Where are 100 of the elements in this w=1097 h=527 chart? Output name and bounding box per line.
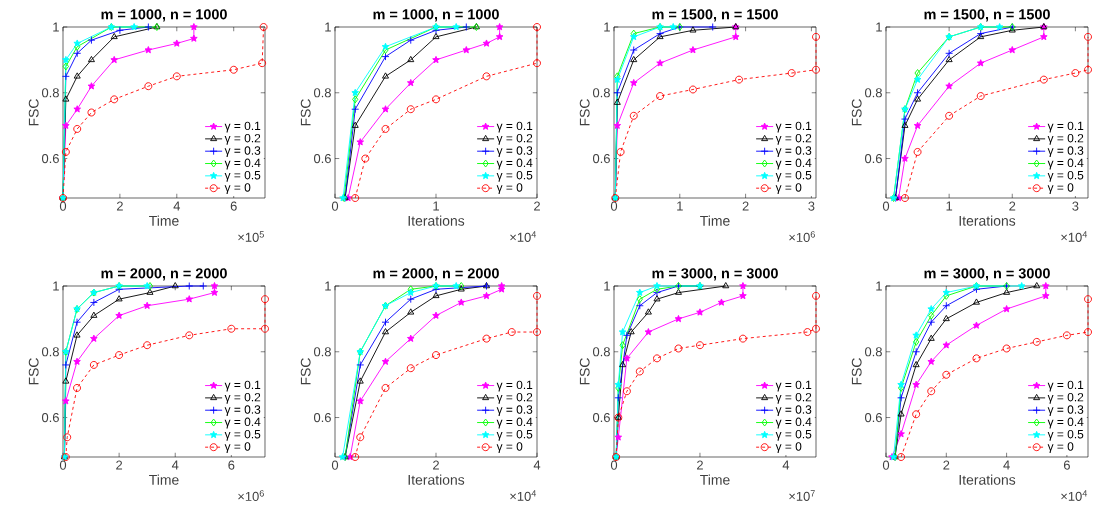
x-tick-label: 6 <box>228 460 235 470</box>
legend-label: γ = 0.5 <box>1047 170 1084 182</box>
legend-label: γ = 0 <box>496 442 523 454</box>
text: ×10$^{7}$ <box>789 490 815 501</box>
legend-label: γ = 0.1 <box>775 380 812 392</box>
x-tick-label: 2 <box>534 201 540 211</box>
legend-label: γ = 0.5 <box>1047 429 1084 441</box>
legend-label: γ = 0.1 <box>224 380 261 392</box>
legend-label: γ = 0.3 <box>775 405 812 417</box>
y-tick-label: 1 <box>325 281 331 291</box>
y-tick-label: 0.8 <box>313 88 331 98</box>
legend-label: γ = 0.3 <box>496 405 533 417</box>
chart-title: m = 1000, n = 1000 <box>101 9 227 22</box>
legend-label: γ = 0.3 <box>1047 405 1084 417</box>
legend-label: γ = 0.2 <box>1047 133 1084 145</box>
y-axis-title: FSC <box>851 99 862 126</box>
legend-label: γ = 0.1 <box>224 121 261 133</box>
y-tick-label: 1 <box>325 22 331 32</box>
legend-label: γ = 0.4 <box>224 158 261 170</box>
legend-label: γ = 0.5 <box>224 429 261 441</box>
y-tick-label: 0.8 <box>313 347 331 357</box>
y-axis-title: FSC <box>579 99 590 126</box>
x-tick-label: 3 <box>808 201 815 211</box>
chart-title: m = 1500, n = 1500 <box>652 9 778 22</box>
legend-label: γ = 0.2 <box>496 133 533 145</box>
x-axis-title: Time <box>149 474 179 485</box>
x-tick-label: 0 <box>59 460 67 470</box>
x-tick-label: 4 <box>171 460 179 470</box>
x-tick-label: 6 <box>1063 460 1070 470</box>
y-tick-label: 0.6 <box>41 412 59 423</box>
y-axis-title: FSC <box>28 358 39 385</box>
y-tick-label: 1 <box>53 22 59 32</box>
text: ×10$^{6}$ <box>238 490 264 501</box>
y-tick-label: 0.6 <box>41 153 59 164</box>
y-tick-label: 0.8 <box>864 88 882 98</box>
chart-title: m = 3000, n = 3000 <box>924 268 1050 281</box>
x-axis-title: Time <box>149 215 179 226</box>
x-tick-label: 2 <box>433 460 439 470</box>
y-tick-label: 1 <box>53 281 59 291</box>
legend-label: γ = 0.5 <box>496 429 533 441</box>
x-tick-label: 2 <box>742 201 749 211</box>
x-axis-title: Iterations <box>959 474 1016 485</box>
legend-label: γ = 0.1 <box>1047 121 1084 133</box>
legend-label: γ = 0.5 <box>496 170 533 182</box>
legend-label: γ = 0.4 <box>1047 158 1084 170</box>
legend-label: γ = 0.2 <box>1047 392 1084 404</box>
y-tick-label: 0.8 <box>41 347 59 357</box>
y-tick-label: 0.8 <box>592 88 610 98</box>
text: ×10$^{4}$ <box>1061 490 1088 501</box>
y-axis-title: FSC <box>300 358 311 385</box>
legend-label: γ = 0.4 <box>224 417 261 429</box>
chart-title: m = 1000, n = 1000 <box>373 9 499 22</box>
chart-title: m = 2000, n = 2000 <box>101 268 227 281</box>
chart-title: m = 2000, n = 2000 <box>373 268 499 281</box>
x-axis-title: Time <box>700 215 730 226</box>
chart-title: m = 3000, n = 3000 <box>652 268 778 281</box>
x-tick-label: 6 <box>230 201 237 211</box>
y-tick-label: 0.6 <box>313 412 331 423</box>
x-tick-label: 2 <box>943 460 950 470</box>
y-tick-label: 1 <box>604 281 610 291</box>
legend-label: γ = 0.1 <box>496 121 533 133</box>
x-tick-label: 4 <box>173 201 181 211</box>
legend-label: γ = 0.2 <box>496 392 533 404</box>
text: ×10$^{5}$ <box>238 231 264 242</box>
legend-label: γ = 0 <box>224 183 251 195</box>
text: ×10$^{4}$ <box>1061 231 1088 242</box>
legend-label: γ = 0.4 <box>775 158 812 170</box>
x-tick-label: 4 <box>1003 460 1010 470</box>
legend-label: γ = 0.3 <box>775 146 812 158</box>
x-tick-label: 1 <box>677 201 683 211</box>
y-axis-title: FSC <box>300 99 311 126</box>
y-axis-title: FSC <box>579 358 590 385</box>
legend-label: γ = 0.2 <box>224 133 261 145</box>
x-axis-title: Iterations <box>408 474 465 485</box>
x-tick-label: 0 <box>331 201 339 211</box>
y-tick-label: 1 <box>876 281 882 291</box>
x-axis-title: Iterations <box>408 215 465 226</box>
legend-label: γ = 0.2 <box>224 392 261 404</box>
legend-label: γ = 0.1 <box>496 380 533 392</box>
y-tick-label: 0.8 <box>864 347 882 357</box>
legend-label: γ = 0 <box>224 442 251 454</box>
x-tick-label: 2 <box>116 201 123 211</box>
x-tick-label: 0 <box>59 201 67 211</box>
legend-label: γ = 0.4 <box>775 417 812 429</box>
legend-label: γ = 0.3 <box>1047 146 1084 158</box>
x-tick-label: 1 <box>946 201 953 211</box>
legend-label: γ = 0.2 <box>775 133 812 145</box>
y-tick-label: 0.6 <box>313 153 331 164</box>
text: ×10$^{6}$ <box>789 231 815 242</box>
y-tick-label: 1 <box>876 22 882 32</box>
legend-label: γ = 0.3 <box>224 405 261 417</box>
x-tick-label: 0 <box>882 460 890 470</box>
y-tick-label: 0.6 <box>864 153 882 164</box>
legend-label: γ = 0.1 <box>775 121 812 133</box>
y-tick-label: 0.8 <box>592 347 610 357</box>
legend-label: γ = 0.3 <box>496 146 533 158</box>
legend-label: γ = 0 <box>1047 442 1074 454</box>
x-tick-label: 4 <box>533 460 541 470</box>
y-tick-label: 0.6 <box>592 412 610 423</box>
legend-label: γ = 0.4 <box>496 158 533 170</box>
